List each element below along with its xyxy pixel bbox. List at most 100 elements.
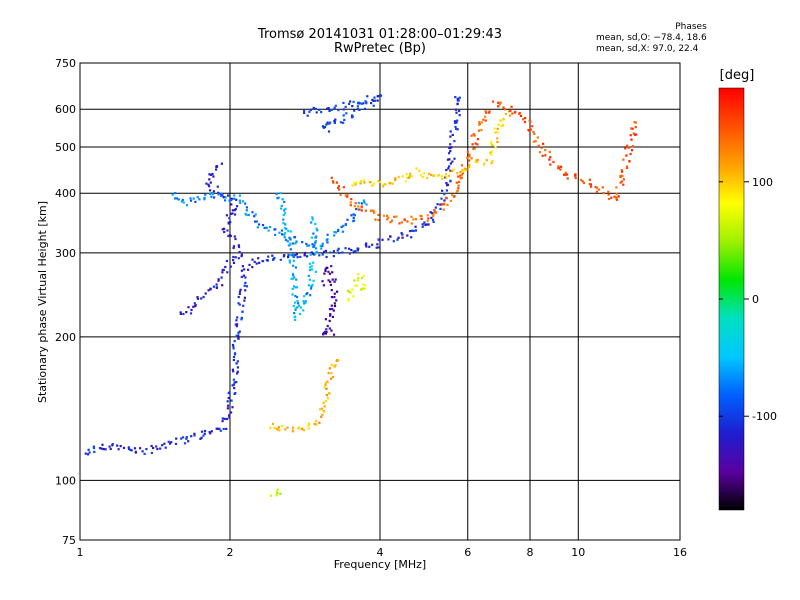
data-point bbox=[323, 125, 327, 129]
data-point bbox=[224, 199, 227, 202]
data-point bbox=[476, 138, 480, 141]
data-point bbox=[200, 297, 203, 300]
data-point bbox=[357, 205, 360, 208]
colorbar-tick-label: -100 bbox=[752, 410, 777, 423]
data-point bbox=[342, 101, 345, 104]
data-point bbox=[352, 213, 355, 216]
data-point bbox=[294, 266, 297, 269]
data-point bbox=[111, 443, 114, 446]
data-point bbox=[390, 219, 394, 222]
data-point bbox=[221, 284, 224, 287]
data-point bbox=[245, 213, 248, 217]
data-point bbox=[314, 222, 317, 226]
data-point bbox=[489, 151, 492, 154]
data-point bbox=[217, 191, 220, 194]
data-point bbox=[478, 123, 481, 126]
data-point bbox=[372, 104, 375, 107]
data-point bbox=[536, 136, 539, 139]
data-point bbox=[276, 428, 279, 431]
data-point bbox=[326, 107, 329, 110]
data-point bbox=[207, 183, 210, 186]
data-point bbox=[257, 257, 260, 260]
data-point bbox=[409, 172, 412, 175]
x-axis: 1 2 4 6 8 10 16 bbox=[77, 546, 688, 559]
data-point bbox=[217, 427, 220, 430]
data-point bbox=[275, 192, 278, 196]
data-point bbox=[171, 193, 174, 196]
data-point bbox=[472, 133, 475, 136]
data-point bbox=[337, 359, 340, 362]
data-point bbox=[303, 254, 306, 257]
data-point bbox=[533, 132, 536, 135]
data-point bbox=[241, 200, 245, 203]
data-point bbox=[452, 168, 455, 171]
data-point bbox=[243, 299, 246, 302]
data-point bbox=[484, 119, 487, 122]
data-point bbox=[294, 308, 297, 311]
data-point bbox=[179, 312, 182, 315]
data-point bbox=[244, 202, 247, 205]
data-point bbox=[362, 283, 365, 286]
data-point bbox=[615, 192, 618, 195]
data-point bbox=[225, 417, 229, 421]
data-point bbox=[229, 265, 232, 268]
data-point bbox=[185, 311, 188, 314]
data-point bbox=[241, 310, 244, 313]
data-point bbox=[255, 262, 258, 265]
data-point bbox=[196, 296, 199, 299]
data-point bbox=[366, 95, 369, 98]
data-point bbox=[284, 207, 287, 210]
data-point bbox=[235, 325, 238, 328]
data-point bbox=[230, 197, 233, 200]
data-point bbox=[309, 294, 312, 297]
data-point bbox=[430, 216, 433, 219]
data-point bbox=[403, 218, 406, 222]
data-point bbox=[326, 380, 329, 383]
data-point bbox=[334, 278, 337, 281]
data-point bbox=[456, 119, 459, 122]
data-point bbox=[324, 249, 328, 252]
data-point bbox=[497, 101, 500, 104]
data-point bbox=[377, 180, 380, 183]
data-point bbox=[445, 168, 448, 172]
data-point bbox=[422, 172, 425, 175]
data-point bbox=[532, 140, 535, 143]
data-point bbox=[212, 190, 215, 193]
data-point bbox=[183, 442, 187, 445]
data-point bbox=[373, 182, 376, 185]
data-point bbox=[354, 183, 357, 186]
data-point bbox=[346, 195, 349, 198]
data-point bbox=[98, 447, 102, 450]
data-point bbox=[444, 176, 447, 179]
data-point bbox=[414, 229, 418, 232]
data-point bbox=[445, 176, 448, 179]
data-point bbox=[398, 222, 401, 225]
data-point bbox=[350, 198, 353, 201]
data-point bbox=[306, 292, 309, 295]
data-point bbox=[321, 253, 324, 256]
data-point bbox=[238, 250, 241, 254]
data-point bbox=[408, 230, 412, 233]
data-point bbox=[405, 173, 408, 176]
data-point bbox=[397, 175, 400, 178]
x-tick-label: 6 bbox=[464, 546, 471, 559]
data-point bbox=[318, 254, 321, 257]
y-axis: 75 100 200 300 400 500 600 750 bbox=[55, 57, 76, 547]
data-point bbox=[630, 138, 633, 141]
data-point bbox=[333, 364, 336, 367]
data-point bbox=[394, 177, 397, 180]
data-point bbox=[296, 306, 299, 309]
data-point bbox=[382, 214, 386, 217]
data-point bbox=[429, 211, 432, 214]
data-point bbox=[203, 429, 207, 433]
data-point bbox=[127, 446, 130, 449]
data-point bbox=[406, 234, 409, 237]
data-point bbox=[354, 250, 357, 253]
data-point bbox=[490, 153, 493, 156]
data-point bbox=[311, 252, 314, 255]
data-point bbox=[104, 448, 107, 451]
data-point bbox=[406, 176, 409, 179]
data-point bbox=[354, 284, 357, 287]
data-point bbox=[304, 300, 307, 303]
data-point bbox=[476, 158, 479, 162]
